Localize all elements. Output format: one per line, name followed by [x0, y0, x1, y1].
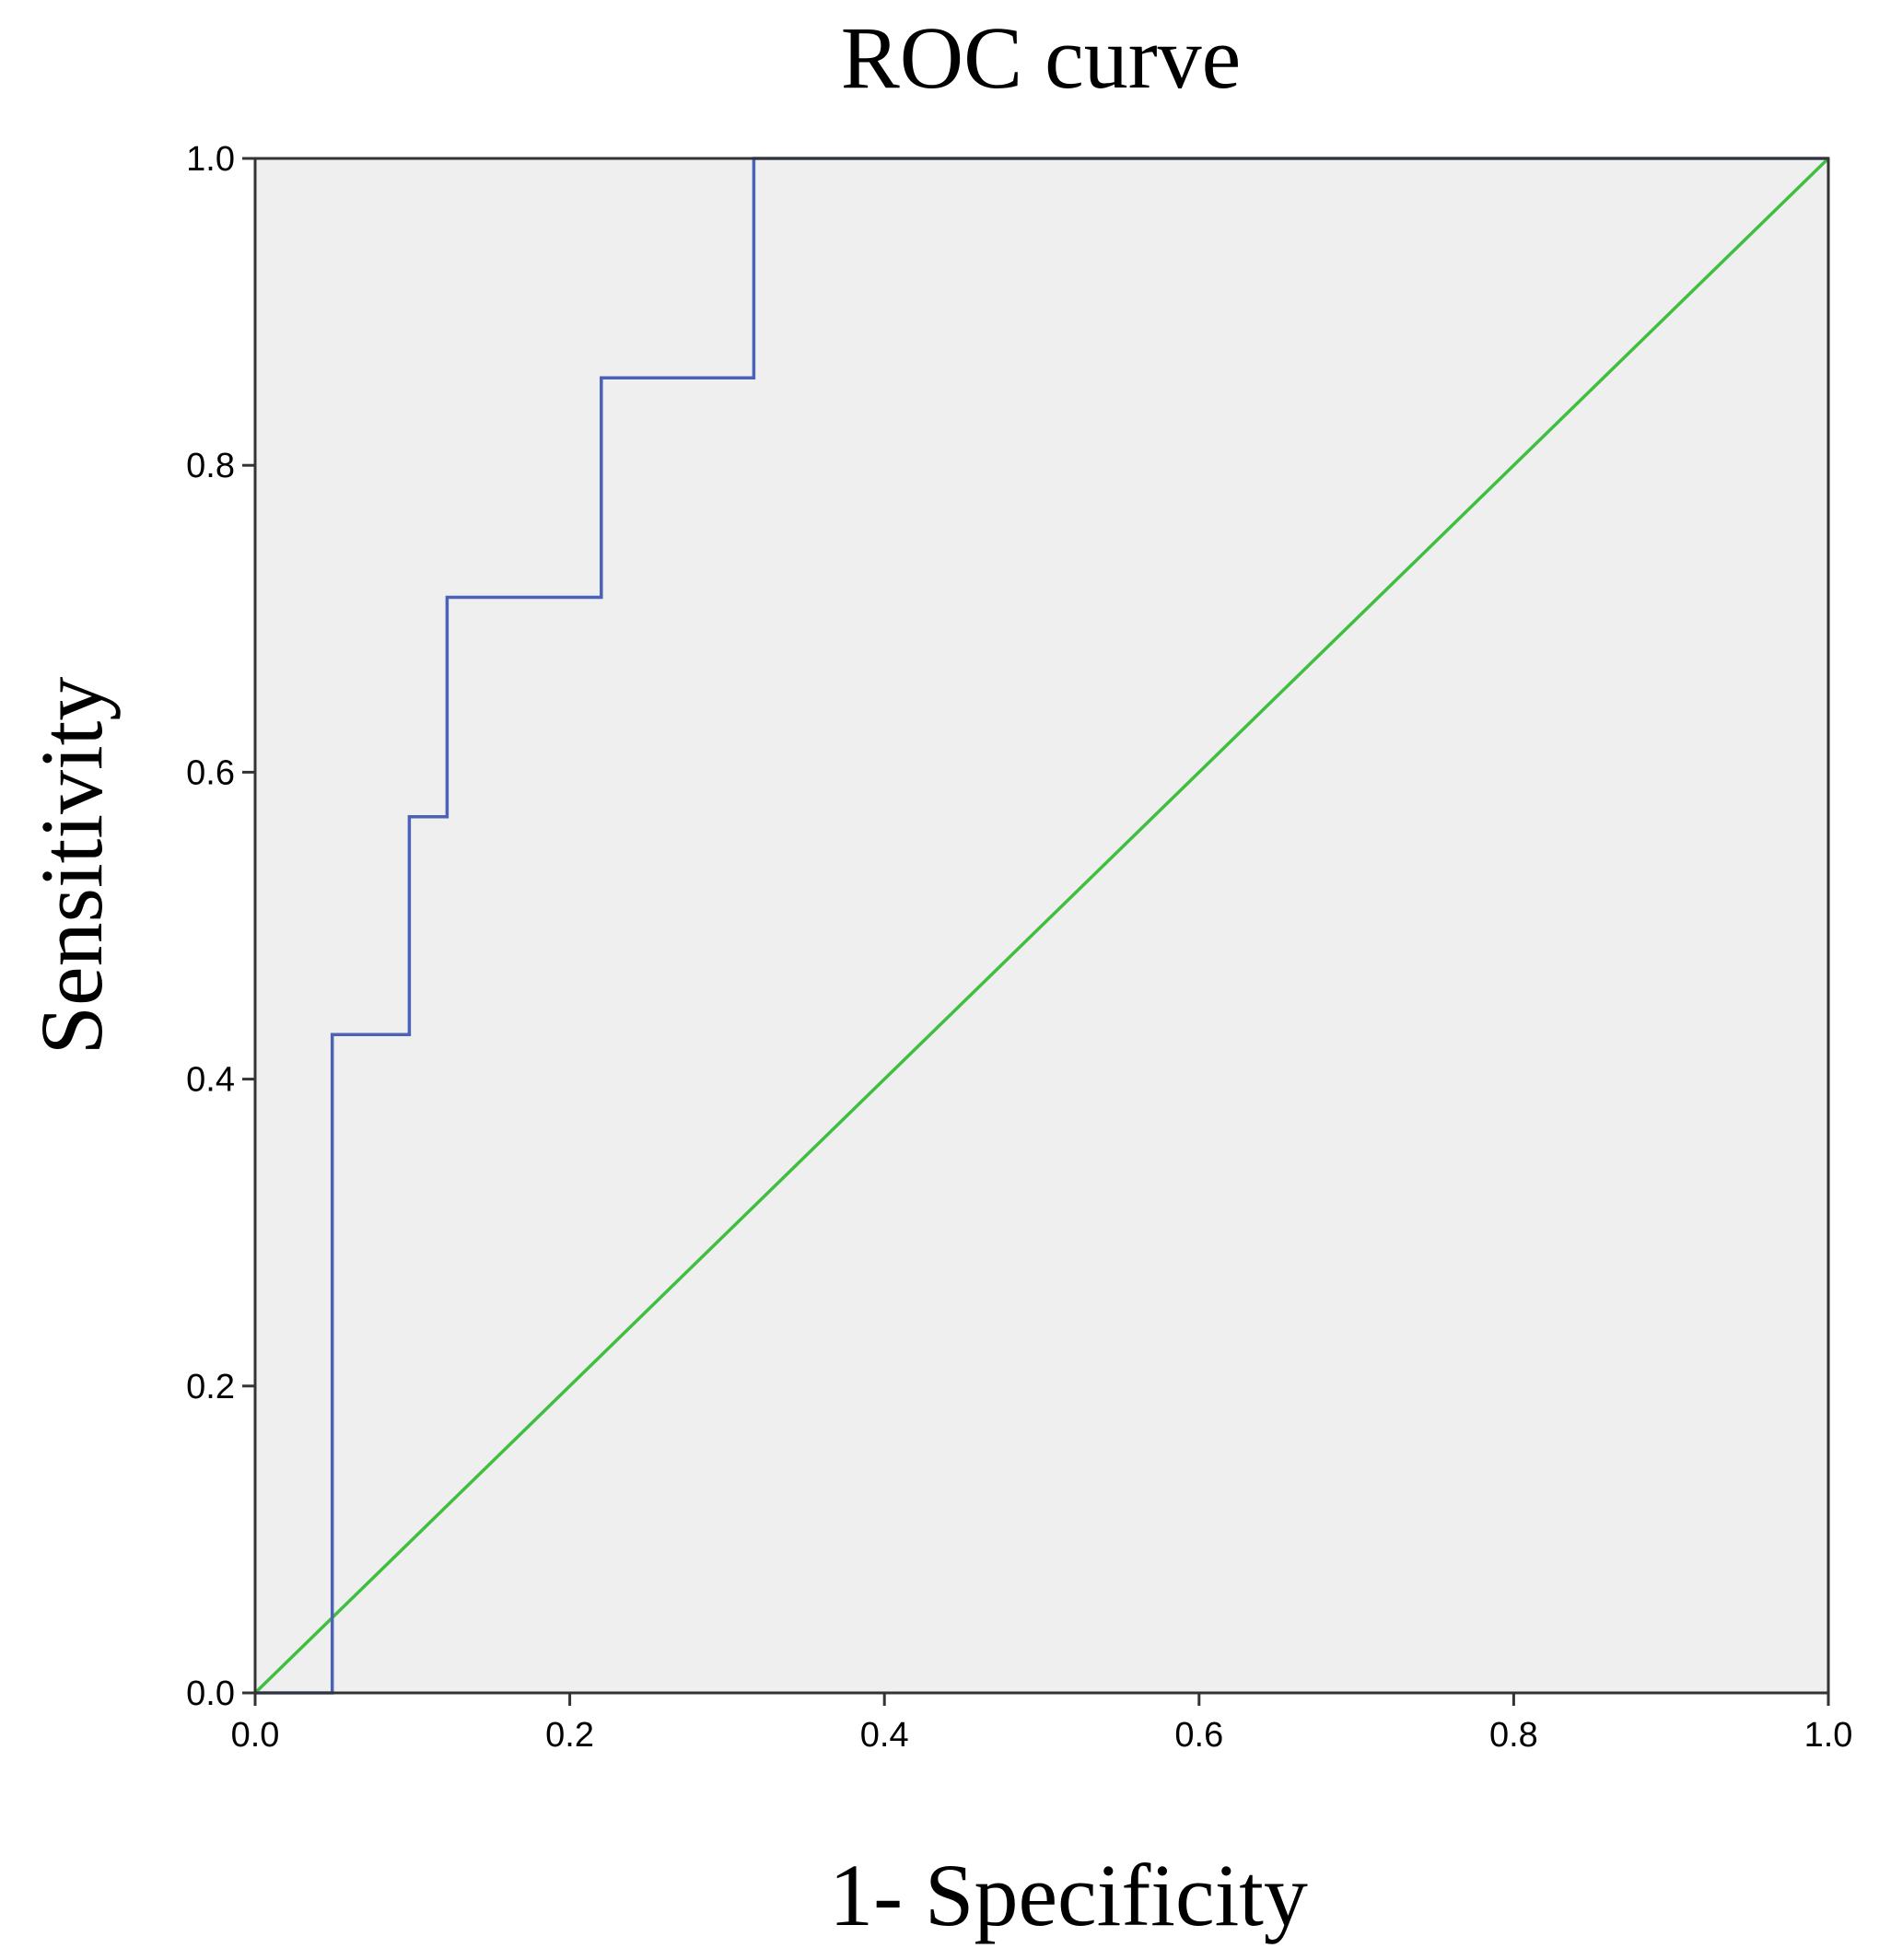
roc-series-layer	[255, 157, 1828, 1695]
reference-diagonal-line	[253, 157, 1830, 1695]
reference-line-layer	[253, 157, 1830, 1695]
y-tick-label: 0.0	[186, 1674, 235, 1713]
roc-curve-line	[255, 157, 1828, 1695]
y-tick-label: 0.2	[186, 1368, 235, 1406]
x-tick-label: 1.0	[1804, 1716, 1853, 1755]
chart-title: ROC curve	[841, 8, 1242, 107]
y-tick-label: 1.0	[186, 140, 235, 179]
x-tick-label: 0.8	[1489, 1716, 1538, 1755]
x-tick-label: 0.4	[860, 1716, 909, 1755]
x-tick-label: 0.2	[545, 1716, 594, 1755]
y-axis-ticks: 0.0 0.2 0.4 0.6 0.8 1.0	[186, 140, 255, 1713]
plot-frame	[253, 157, 1830, 1695]
x-tick-label: 0.0	[231, 1716, 280, 1755]
y-axis-label: Sensitivity	[22, 677, 121, 1056]
y-tick-label: 0.6	[186, 753, 235, 792]
x-axis-label: 1- Specificity	[829, 1846, 1308, 1944]
x-axis-ticks: 0.0 0.2 0.4 0.6 0.8 1.0	[231, 1693, 1853, 1755]
y-tick-label: 0.4	[186, 1061, 235, 1100]
x-tick-label: 0.6	[1174, 1716, 1223, 1755]
y-tick-label: 0.8	[186, 447, 235, 485]
